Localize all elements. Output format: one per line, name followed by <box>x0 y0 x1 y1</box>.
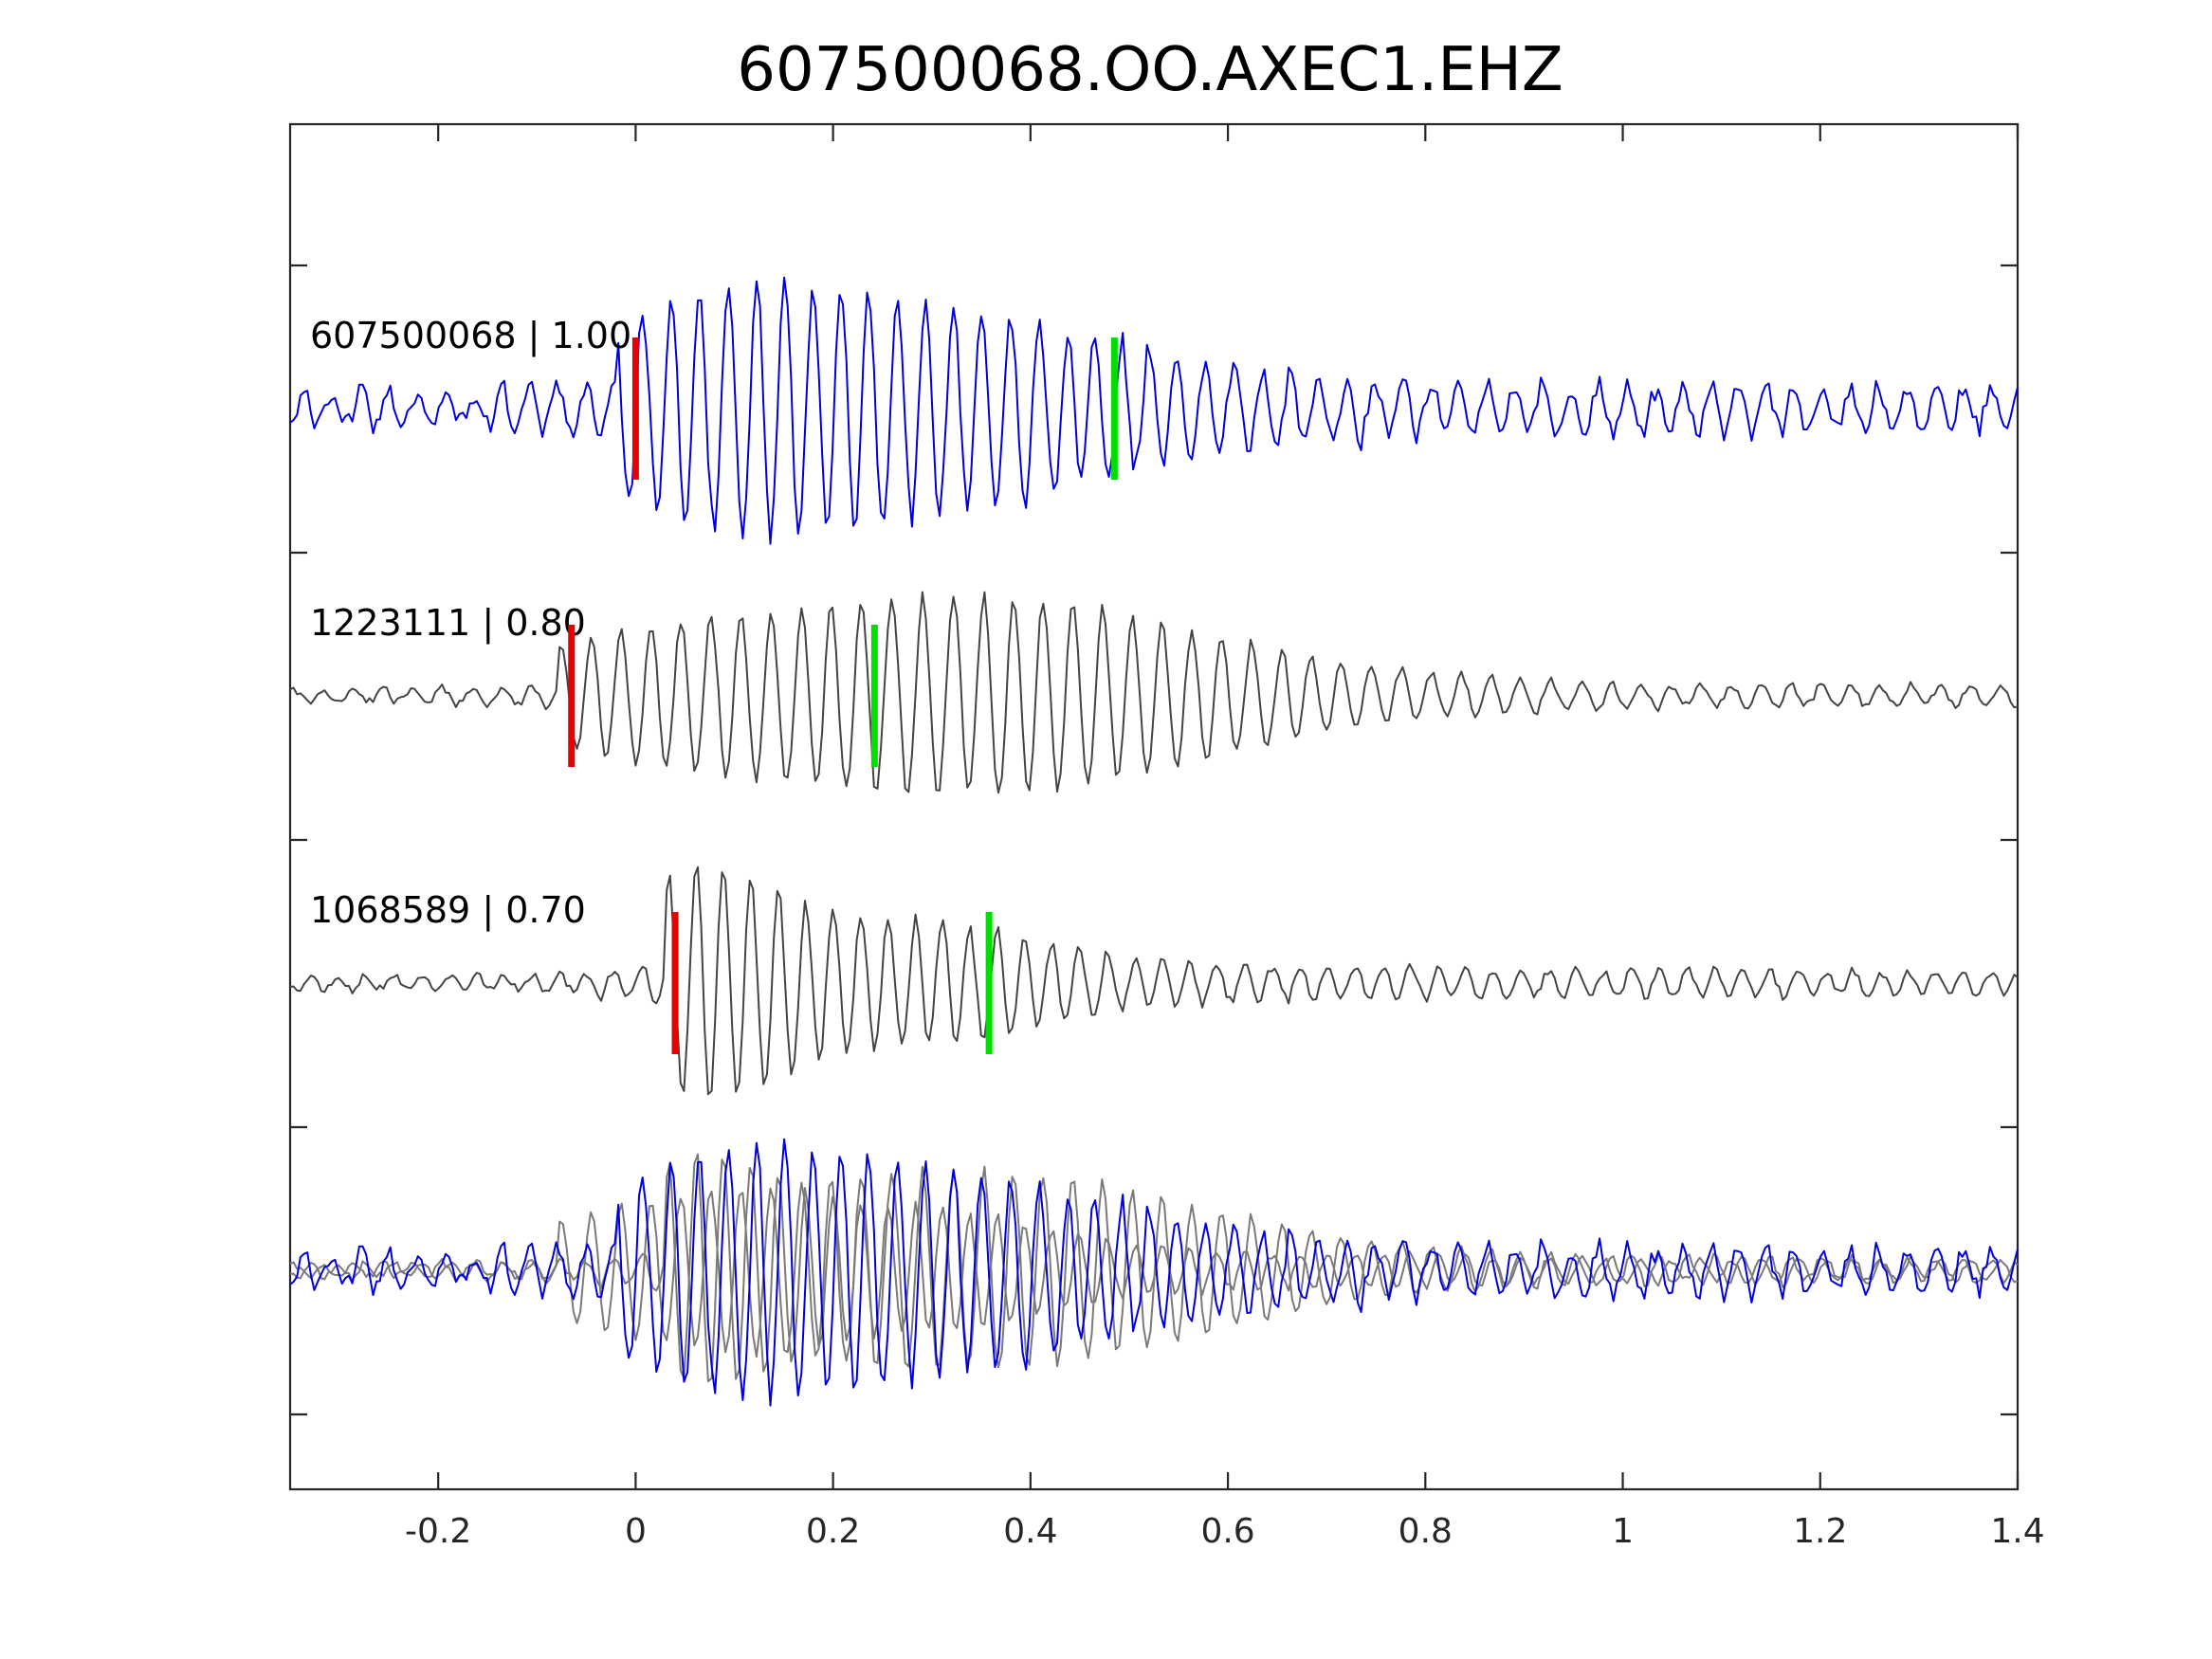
x-tick-label: 0.6 <box>1200 1512 1254 1551</box>
trace-group <box>289 276 2019 1096</box>
x-tick-label: 0 <box>625 1512 647 1551</box>
trace-label: 1068589 | 0.70 <box>310 889 586 932</box>
x-tick-label: -0.2 <box>405 1512 471 1551</box>
plot-area-frame <box>288 122 2020 1491</box>
overlay-waveform <box>289 1138 2019 1407</box>
x-tick-label: 0.8 <box>1398 1512 1453 1551</box>
x-tick-label: 1.2 <box>1793 1512 1847 1551</box>
trace-waveform <box>289 276 2019 545</box>
x-axis: -0.2 0 0.2 0.4 0.6 0.8 1 1.2 1.4 <box>405 124 2045 1551</box>
phase-picks <box>568 337 1118 1054</box>
overlay-waveform <box>289 1165 2019 1369</box>
trace-labels: 607500068 | 1.00 1223111 | 0.80 1068589 | … <box>310 315 631 932</box>
x-tick-label: 0.2 <box>806 1512 860 1551</box>
y-tick-marks <box>290 264 2018 1416</box>
trace-waveform <box>289 591 2019 794</box>
overlay-group <box>289 1138 2019 1407</box>
trace-label: 1223111 | 0.80 <box>310 602 586 645</box>
x-tick-label: 0.4 <box>1003 1512 1057 1551</box>
x-tick-label: 1.4 <box>1990 1512 2044 1551</box>
trace-waveform <box>289 866 2019 1096</box>
trace-label: 607500068 | 1.00 <box>310 315 631 357</box>
chart-title: 607500068.OO.AXEC1.EHZ <box>737 35 1563 105</box>
x-tick-label: 1 <box>1612 1512 1634 1551</box>
